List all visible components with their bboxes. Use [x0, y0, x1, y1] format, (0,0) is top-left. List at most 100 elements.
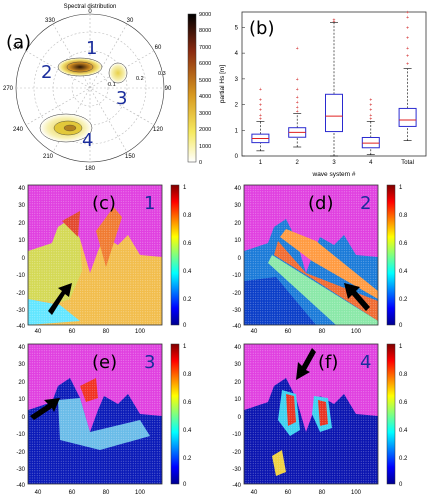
svg-text:30: 30: [234, 362, 241, 368]
x-tick-label: 1: [259, 160, 263, 166]
y-ticks: 0 1 2 3 4 5: [235, 25, 245, 160]
svg-text:20: 20: [234, 221, 241, 227]
box-2: +++++++: [288, 46, 307, 148]
outlier-point: +: [296, 105, 299, 111]
outlier-point: +: [369, 117, 372, 123]
svg-text:40: 40: [18, 345, 25, 351]
map-panel-d: 40 30 20 10 0 -10 -20 -30 -40 40 60 80 1…: [216, 181, 431, 336]
lat-labels: 40 30 20 10 0 -10 -20 -30 -40: [232, 345, 241, 489]
svg-text:80: 80: [319, 490, 326, 496]
arrow-icon: [344, 283, 370, 311]
svg-text:-30: -30: [232, 308, 241, 314]
lat-labels: 40 30 20 10 0 -10 -20 -30 -40: [232, 186, 241, 330]
svg-text:0.2: 0.2: [399, 456, 408, 462]
outlier-point: +: [406, 54, 409, 60]
svg-text:5000: 5000: [199, 78, 211, 84]
outlier-point: +: [406, 36, 409, 42]
svg-text:60: 60: [285, 490, 292, 496]
lon-labels: 40 60 80 100: [35, 329, 146, 335]
svg-text:80: 80: [319, 329, 326, 335]
angle-label: 0: [88, 9, 92, 15]
svg-text:40: 40: [251, 490, 258, 496]
x-tick-label: Total: [401, 160, 414, 166]
outlier-point: +: [259, 97, 262, 103]
y-tick-label: 5: [235, 25, 239, 31]
svg-text:0: 0: [238, 415, 242, 421]
x-tick-label: 2: [296, 160, 300, 166]
outlier-point: +: [259, 103, 262, 109]
svg-text:100: 100: [135, 329, 146, 335]
boxes: +++++++++++++++++++++++++++: [251, 10, 417, 157]
system-number: 4: [82, 130, 93, 151]
colorbar: [386, 184, 396, 326]
y-tick-label: 3: [235, 77, 239, 83]
angle-label: 210: [43, 154, 54, 160]
x-tick-label: 4: [369, 160, 373, 166]
y-tick-label: 0: [235, 154, 239, 160]
svg-text:40: 40: [251, 329, 258, 335]
svg-text:4000: 4000: [199, 94, 211, 100]
svg-text:1: 1: [399, 344, 403, 350]
svg-text:-30: -30: [232, 467, 241, 473]
outlier-point: +: [369, 113, 372, 119]
svg-text:7000: 7000: [199, 45, 211, 51]
outlier-point: +: [259, 113, 262, 119]
system-number: 1: [144, 193, 155, 214]
outlier-point: +: [333, 19, 336, 25]
svg-text:-40: -40: [232, 483, 241, 489]
svg-text:9000: 9000: [199, 12, 211, 18]
svg-text:0: 0: [199, 160, 202, 166]
outlier-point: +: [259, 117, 262, 123]
map-f: 40 30 20 10 0 -10 -20 -30 -40 40 60 80 1…: [232, 343, 408, 496]
svg-text:0: 0: [22, 415, 26, 421]
svg-text:1: 1: [183, 344, 187, 350]
svg-text:80: 80: [103, 490, 110, 496]
svg-text:6000: 6000: [199, 61, 211, 67]
box-4: +++++: [361, 97, 380, 156]
system-number: 1: [86, 38, 97, 59]
svg-text:0: 0: [238, 256, 242, 262]
svg-text:40: 40: [234, 345, 241, 351]
outlier-point: +: [259, 108, 262, 114]
svg-text:100: 100: [351, 329, 362, 335]
outlier-point: +: [369, 108, 372, 114]
outlier-point: +: [296, 46, 299, 52]
colorbar-ticks: 1 0.8 0.6 0.4 0.2 0: [399, 185, 408, 329]
svg-text:100: 100: [351, 490, 362, 496]
svg-text:0.4: 0.4: [399, 269, 408, 275]
svg-text:1000: 1000: [199, 144, 211, 150]
lon-labels: 40 60 80 100: [251, 490, 362, 496]
svg-text:1: 1: [399, 185, 403, 191]
svg-text:10: 10: [234, 238, 241, 244]
svg-text:20: 20: [234, 380, 241, 386]
system-number: 3: [116, 88, 127, 109]
svg-text:30: 30: [18, 203, 25, 209]
svg-text:-20: -20: [16, 450, 25, 456]
colorbar-ticks: 9000 8000 7000 6000 5000 4000 3000 2000 …: [199, 12, 211, 166]
spectral-title: Spectral distribution: [64, 4, 117, 10]
panel-a-polar-spectrum: Spectral distribution 0 30 60 90 120 150…: [0, 0, 215, 178]
svg-text:40: 40: [18, 186, 25, 192]
map-panel-c: 40 30 20 10 0 -10 -20 -30 -40 40 60 80 1…: [0, 181, 215, 336]
colorbar: [187, 13, 197, 163]
svg-text:-10: -10: [16, 273, 25, 279]
svg-text:-20: -20: [232, 291, 241, 297]
svg-text:-10: -10: [16, 432, 25, 438]
colorbar-ticks: 1 0.8 0.6 0.4 0.2 0: [183, 344, 192, 488]
outlier-point: +: [369, 97, 372, 103]
angle-label: 330: [45, 18, 56, 24]
svg-text:0.2: 0.2: [399, 297, 408, 303]
arrow-icon: [48, 283, 72, 315]
angle-label: 300: [13, 45, 24, 51]
svg-text:100: 100: [135, 490, 146, 496]
x-ticks: 1 2 3 4 Total: [259, 160, 414, 166]
angle-label: 60: [155, 45, 162, 51]
svg-text:10: 10: [18, 397, 25, 403]
svg-text:-20: -20: [232, 450, 241, 456]
colorbar-ticks: 1 0.8 0.6 0.4 0.2 0: [183, 185, 192, 329]
svg-text:60: 60: [69, 490, 76, 496]
outlier-point: +: [406, 25, 409, 31]
svg-text:0.6: 0.6: [183, 241, 192, 247]
lon-labels: 40 60 80 100: [35, 490, 146, 496]
svg-text:8000: 8000: [199, 28, 211, 34]
